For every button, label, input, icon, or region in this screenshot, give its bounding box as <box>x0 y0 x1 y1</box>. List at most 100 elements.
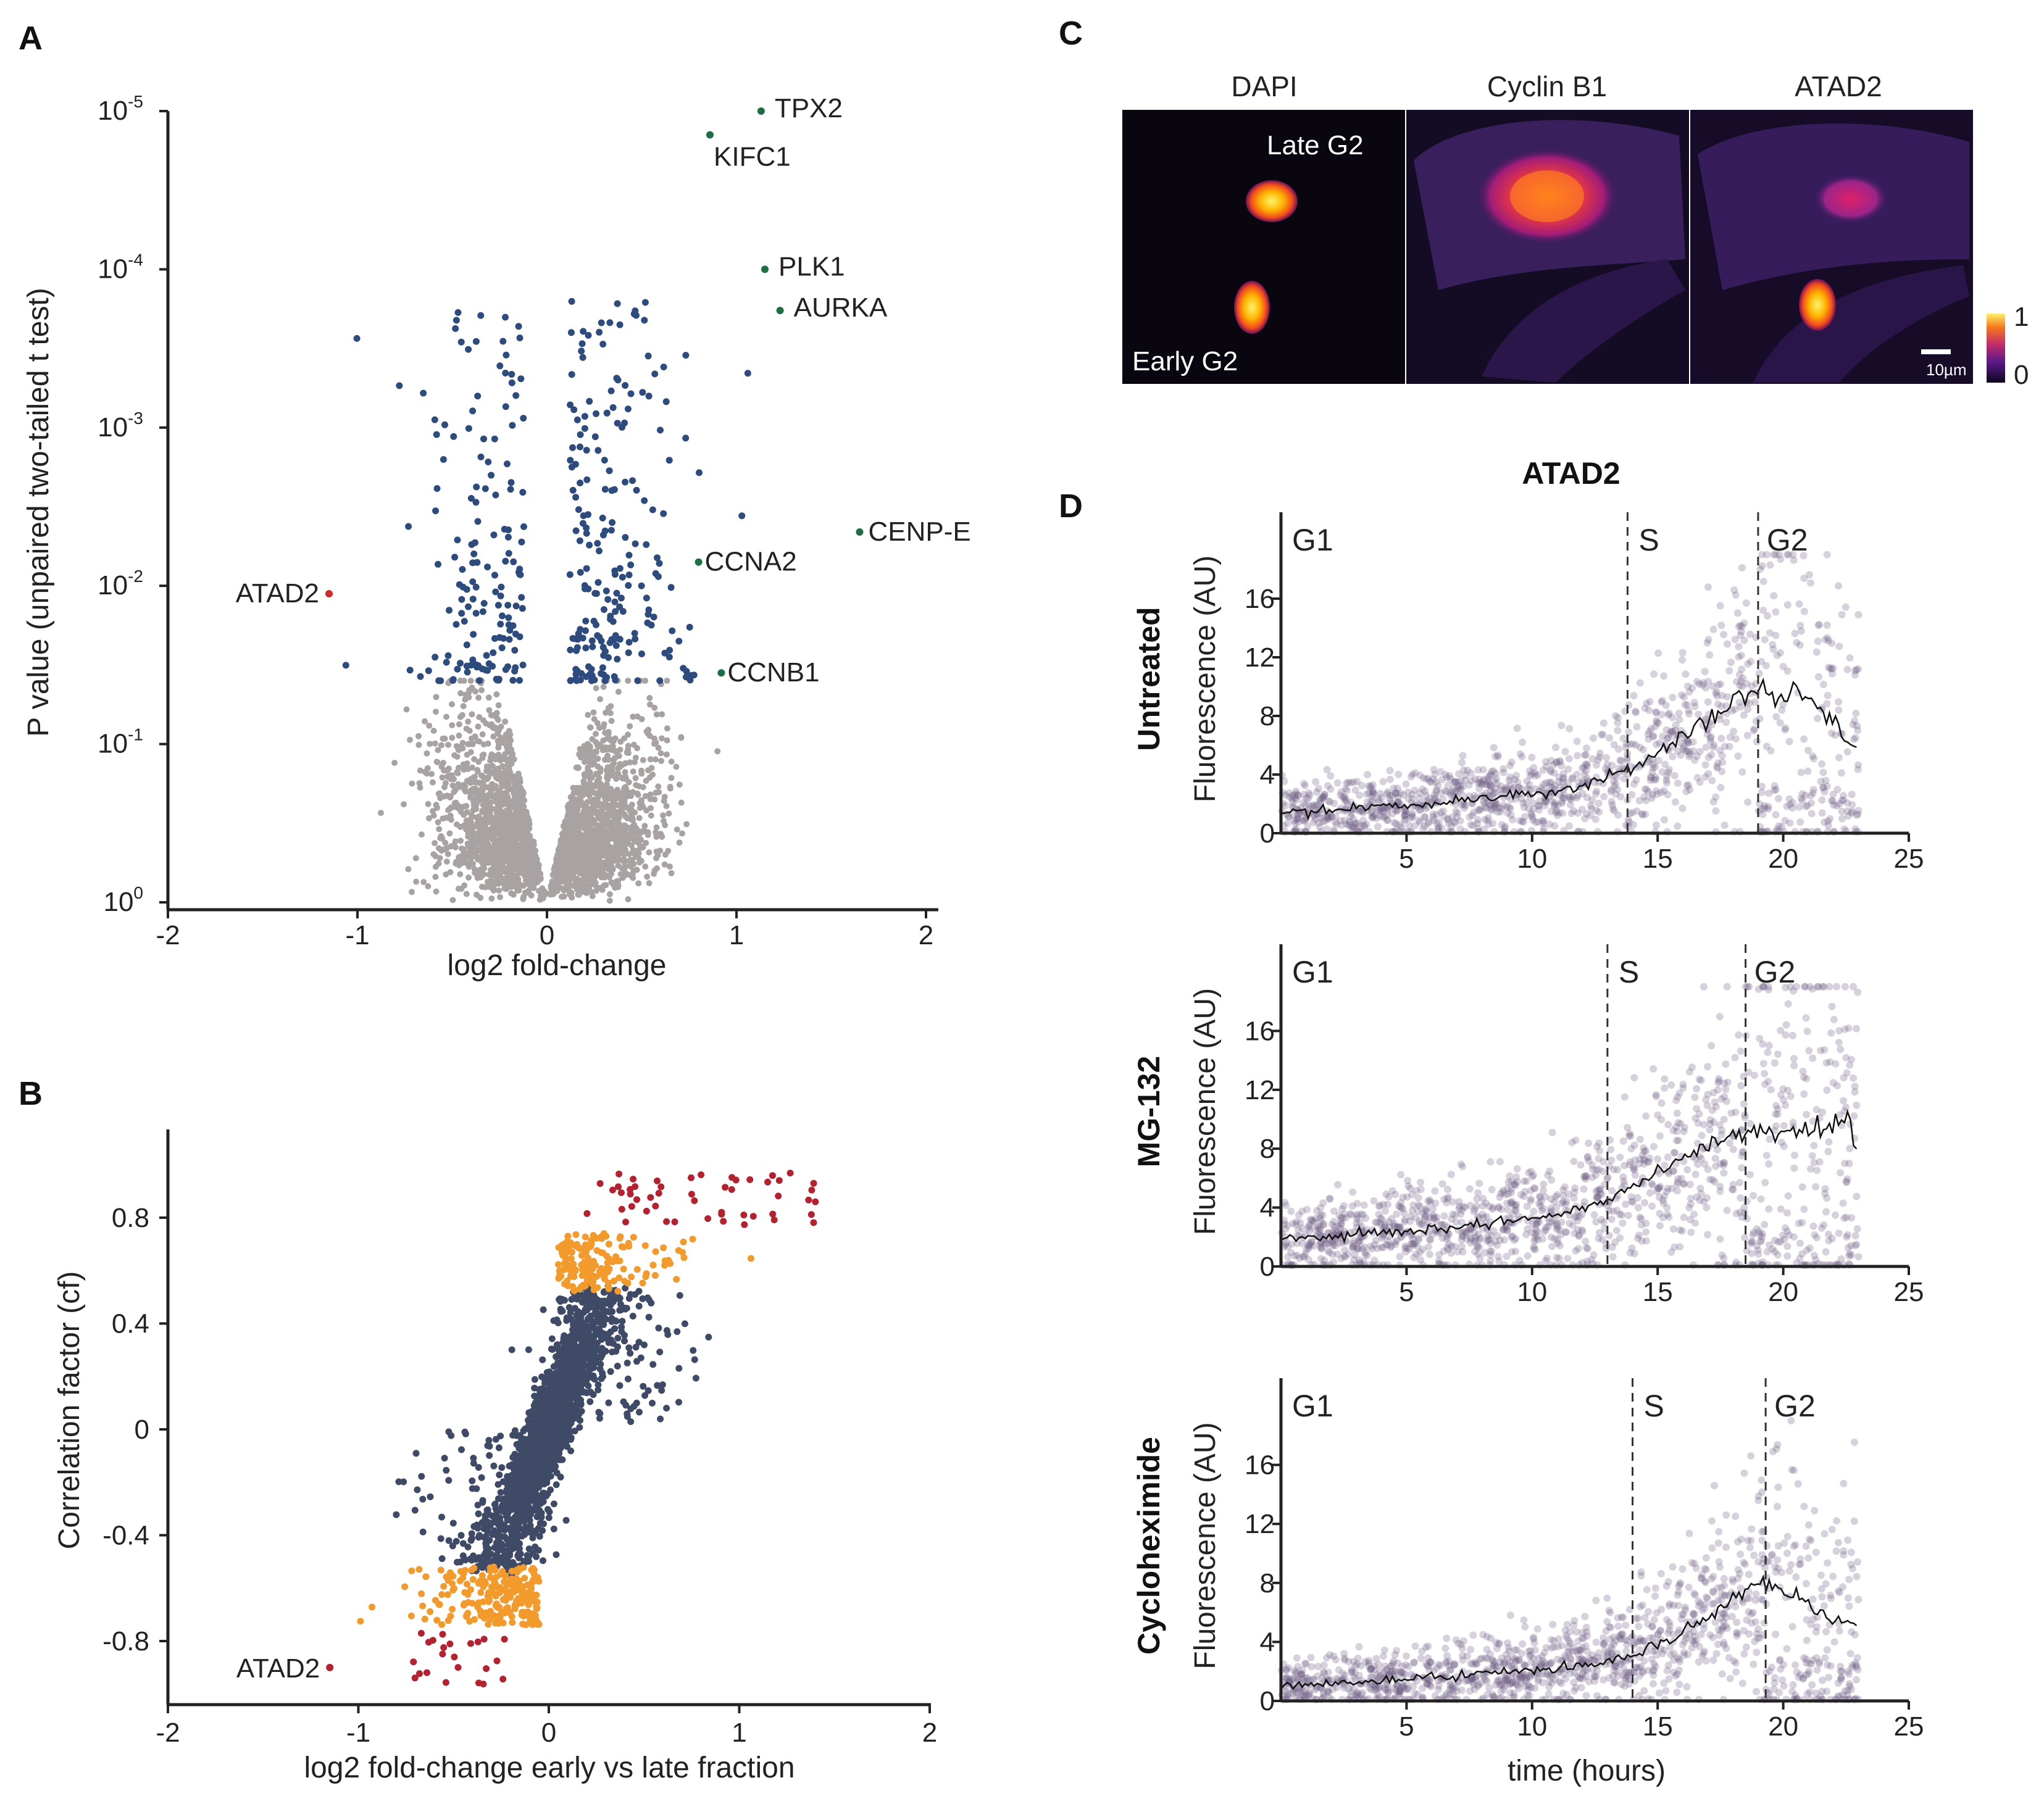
volcano-point-sig <box>669 627 676 634</box>
volcano-point-ns <box>638 770 645 777</box>
volcano-x-tick-label: 2 <box>919 920 933 950</box>
volcano-point-ns <box>483 840 490 846</box>
volcano-point-ns <box>603 781 610 788</box>
volcano-point-sig <box>607 526 615 534</box>
volcano-point-ns <box>646 695 653 701</box>
volcano-point-ns <box>657 847 664 854</box>
volcano-point-ns <box>594 763 601 770</box>
volcano-point-ns <box>540 895 546 902</box>
volcano-point-sig <box>594 579 602 586</box>
volcano-y-tick-label: 10-4 <box>98 250 143 284</box>
correlation-point <box>545 1514 553 1521</box>
volcano-point-ns <box>619 829 625 836</box>
volcano-point-sig <box>572 494 580 501</box>
volcano-point-sig <box>601 457 608 464</box>
volcano-point-sig <box>567 677 574 684</box>
volcano-point-ns <box>412 855 419 862</box>
volcano-point-ns <box>625 731 632 738</box>
correlation-point <box>475 1554 483 1561</box>
volcano-point-ns <box>570 807 577 813</box>
volcano-point-kifc1 <box>706 131 714 139</box>
volcano-point-sig <box>457 338 465 346</box>
volcano-point-ns <box>480 717 486 724</box>
volcano-point-sig <box>441 421 448 428</box>
volcano-point-sig <box>596 547 603 555</box>
volcano-point-ns <box>401 801 407 808</box>
volcano-point-sig <box>606 319 614 326</box>
correlation-point <box>630 1403 638 1410</box>
volcano-point-sig <box>624 405 632 413</box>
volcano-point-sig <box>498 644 506 652</box>
correlation-point <box>491 1500 499 1508</box>
volcano-point-sig <box>453 317 460 324</box>
volcano-point-ns <box>624 749 630 756</box>
volcano-point-ccnb1 <box>717 669 725 677</box>
volcano-point-ns <box>630 741 637 748</box>
volcano-point-ns <box>664 678 670 684</box>
volcano-point-sig <box>645 606 653 613</box>
panel-label-d: D <box>1059 488 1083 525</box>
correlation-point <box>624 1375 632 1382</box>
volcano-point-ns <box>611 803 617 810</box>
volcano-point-ns <box>580 818 586 825</box>
volcano-point-ns <box>590 709 597 716</box>
volcano-point-ns <box>588 889 594 896</box>
volcano-point-sig <box>492 491 499 499</box>
volcano-point-ns <box>646 849 653 856</box>
volcano-point-ns <box>462 765 469 772</box>
volcano-point-sig <box>607 612 614 620</box>
volcano-point-ns <box>504 795 511 802</box>
volcano-point-ns <box>572 841 578 847</box>
volcano-point-sig <box>502 314 509 321</box>
volcano-point-ns <box>664 725 670 732</box>
volcano-point-ns <box>613 841 620 847</box>
volcano-point-ns <box>594 771 601 778</box>
correlation-point <box>525 1346 532 1353</box>
correlation-point <box>645 1313 653 1321</box>
volcano-point-sig <box>625 649 632 657</box>
volcano-point-ns <box>620 873 627 880</box>
volcano-point-sig <box>656 560 663 567</box>
volcano-point-ns <box>631 821 638 828</box>
volcano-point-sig <box>583 476 591 483</box>
volcano-point-sig <box>593 621 599 628</box>
volcano-point-sig <box>612 676 619 684</box>
correlation-point <box>478 1474 485 1481</box>
gene-label-kifc1: KIFC1 <box>714 142 791 172</box>
volcano-point-sig <box>744 370 751 377</box>
volcano-point-ns <box>474 767 481 773</box>
volcano-point-sig <box>472 499 480 506</box>
volcano-point-sig <box>577 431 584 438</box>
volcano-point-ns <box>502 768 509 775</box>
volcano-point-ns <box>587 761 594 768</box>
correlation-point <box>691 1356 698 1363</box>
volcano-point-ns <box>497 894 503 900</box>
volcano-point-sig <box>465 603 472 610</box>
volcano-point-sig <box>596 328 603 336</box>
tick-exponent: -5 <box>128 92 143 111</box>
volcano-point-sig <box>498 583 505 591</box>
correlation-point <box>438 1555 446 1562</box>
volcano-point-sig <box>641 299 649 306</box>
volcano-point-ns <box>659 812 666 819</box>
volcano-point-sig <box>574 416 581 423</box>
volcano-point-sig <box>454 309 462 316</box>
volcano-point-ns <box>493 872 499 879</box>
volcano-point-sig <box>417 673 424 680</box>
volcano-point-ns <box>559 885 565 892</box>
volcano-point-sig <box>517 375 525 383</box>
volcano-point-sig <box>627 390 635 397</box>
gene-label-ccnb1: CCNB1 <box>727 657 819 688</box>
panel-label-b: B <box>19 1075 43 1112</box>
volcano-point-sig <box>612 642 620 649</box>
volcano-point-sig <box>509 676 517 684</box>
volcano-point-ns <box>644 730 651 737</box>
volcano-point-ns <box>488 722 494 729</box>
volcano-point-ns <box>494 717 501 723</box>
volcano-point-ns <box>627 759 633 766</box>
volcano-point-ns <box>658 758 664 764</box>
volcano-point-sig <box>473 483 480 491</box>
volcano-point-sig <box>507 486 514 493</box>
volcano-point-sig <box>504 533 512 541</box>
volcano-point-ns <box>599 834 606 840</box>
